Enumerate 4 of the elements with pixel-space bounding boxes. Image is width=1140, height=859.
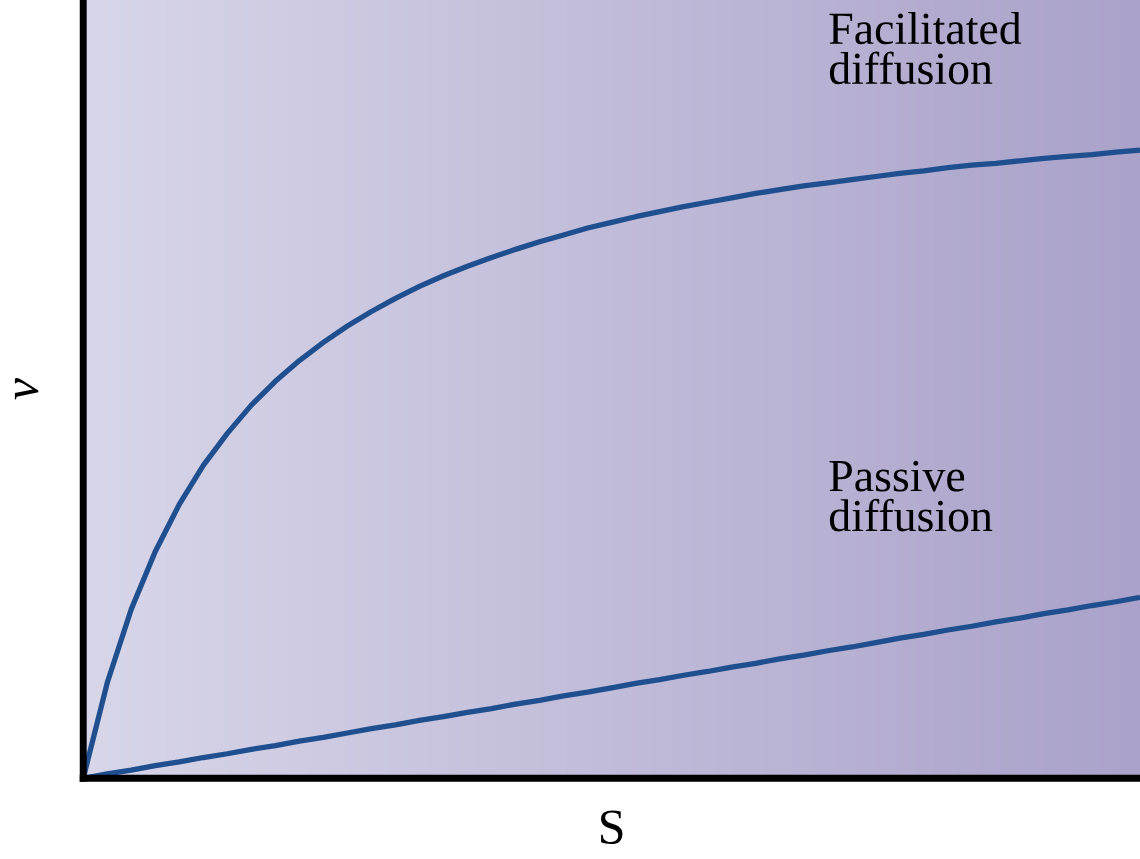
y-axis-title: v	[14, 378, 39, 400]
series-label: Passive diffusion	[829, 460, 993, 532]
series-label: Facilitated diffusion	[829, 12, 1022, 85]
x-axis-title: S	[601, 810, 623, 844]
